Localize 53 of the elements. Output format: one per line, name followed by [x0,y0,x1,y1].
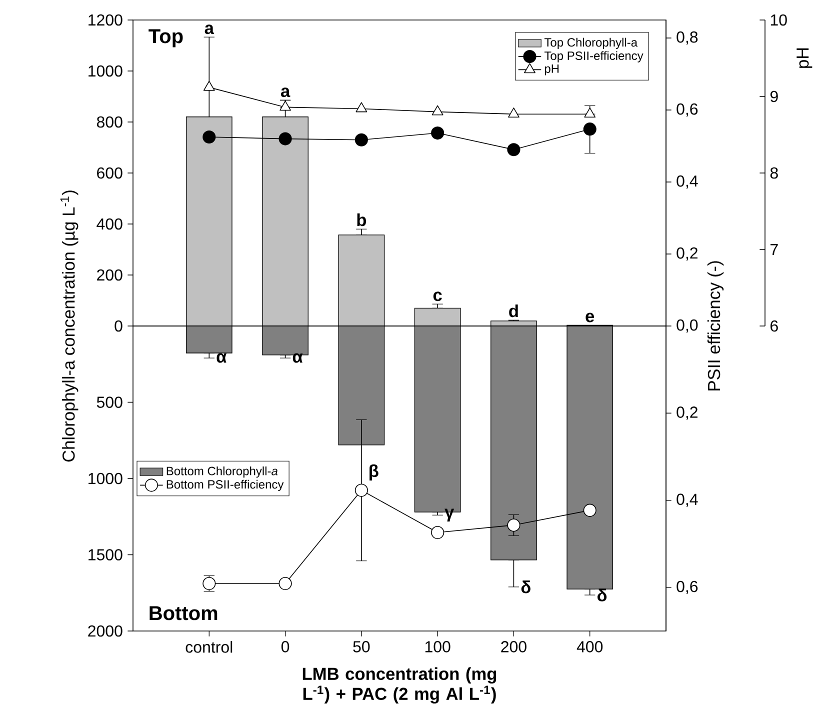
x-tick-label: 400 [576,641,603,652]
legend-label: pH [544,64,559,76]
y-tick-label: 1000 [88,472,122,484]
y-tick-label: 500 [96,396,122,408]
y2-tick-label: 0,4 [676,494,698,507]
annotation: b [357,213,366,226]
y-tick-label: 1000 [88,65,122,77]
y-axis-title: Chlorophyll-a concentration (µg L$^{-1}$) [60,190,78,462]
y2-tick-label: 0,2 [676,247,698,261]
annotation: γ [444,508,454,522]
y-tick-label: 1500 [88,549,122,560]
y2-tick-label: 0,6 [676,580,698,594]
y-tick-label: 0 [114,320,122,332]
annotation: Top [148,29,183,48]
y-tick-label: 800 [96,116,122,128]
annotation: c [433,292,442,302]
y-tick-label: 200 [97,269,122,281]
legend-label: Top PSII-efficiency [544,51,644,62]
y3-axis-title: pH [796,48,812,68]
annotation: a [280,88,290,98]
y3-tick-label: 7 [770,244,778,255]
y2-tick-label: 0,0 [676,319,698,333]
annotation: β [370,464,378,480]
y3-tick-label: 8 [770,167,778,179]
y2-axis-title: PSII efficiency (-) [707,261,724,390]
x-tick-label: 200 [501,641,526,652]
x-tick-label: control [186,641,232,653]
y-tick-label: 600 [97,167,122,179]
y-tick-label: 2000 [88,625,122,637]
legend-label: Bottom PSII-efficiency [166,480,284,492]
y2-tick-label: 0,6 [676,103,698,117]
y3-tick-label: 6 [770,320,778,332]
annotation: δ [521,580,530,594]
legend-label: Bottom Chlorophyll-a [166,466,278,478]
y2-tick-label: 0,8 [676,31,698,45]
annotation: d [509,304,518,318]
y2-tick-label: 0,4 [676,175,698,189]
annotation: e [586,312,594,322]
legend-label: Top Chlorophyll-a [544,38,638,50]
y2-tick-label: 0,2 [676,406,698,420]
annotation: δ [598,588,607,602]
y-tick-label: 400 [96,218,122,230]
y3-tick-label: 9 [770,90,778,102]
annotation: α [292,353,303,363]
y-tick-label: 1200 [88,14,122,26]
annotation: Bottom [150,606,218,620]
annotation: α [216,353,227,363]
x-tick-label: 0 [281,641,290,652]
annotation: a [204,24,214,34]
x-axis-title: LMB concentration (mg L$^{-1}$) + PAC (2 mg Al L$^{-1}$) [302,667,496,704]
x-tick-label: 100 [425,641,450,652]
y3-tick-label: 10 [770,14,787,26]
x-tick-label: 50 [353,641,370,652]
